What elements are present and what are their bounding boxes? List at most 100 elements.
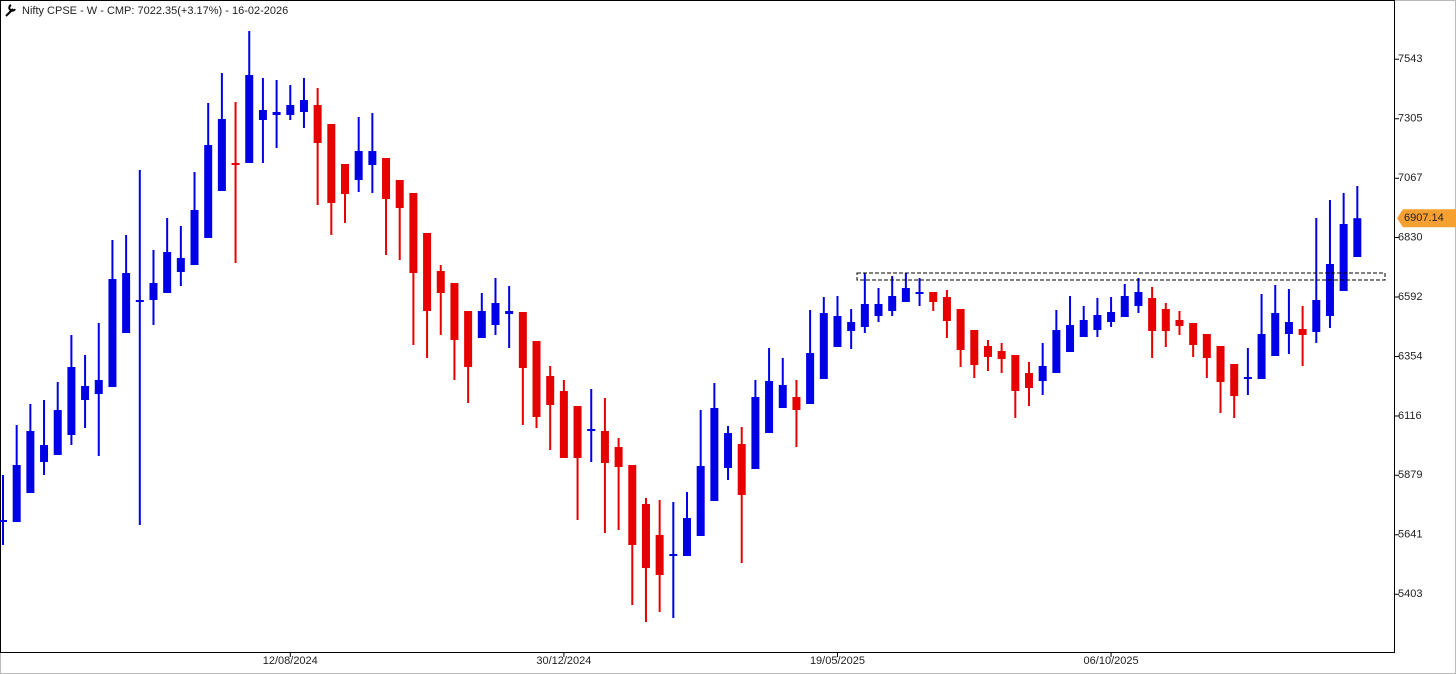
candle-body bbox=[423, 233, 432, 311]
candle-body bbox=[696, 466, 705, 536]
candle-body bbox=[737, 444, 746, 495]
candle-body bbox=[1325, 264, 1334, 316]
last-price-tag bbox=[1397, 209, 1456, 228]
candle-body bbox=[1271, 313, 1280, 356]
candle-body bbox=[217, 119, 226, 191]
candle-body bbox=[313, 105, 322, 143]
candle-body bbox=[559, 391, 568, 458]
candle-body bbox=[819, 313, 828, 379]
candle-body bbox=[108, 279, 117, 387]
candle-body bbox=[628, 465, 637, 545]
y-tick-label: 5879 bbox=[1398, 469, 1422, 481]
candle-body bbox=[546, 376, 555, 405]
candle-body bbox=[765, 381, 774, 433]
candle-body bbox=[1025, 373, 1033, 388]
y-tick-label: 6354 bbox=[1398, 350, 1422, 362]
candle-body bbox=[53, 410, 62, 455]
resistance-zone bbox=[856, 272, 1386, 281]
candle-body bbox=[163, 252, 172, 293]
candle-body bbox=[1079, 320, 1088, 337]
candle-body bbox=[669, 554, 678, 556]
candle-body bbox=[12, 465, 21, 522]
y-tick-label: 7067 bbox=[1398, 172, 1422, 184]
candle-body bbox=[286, 105, 295, 115]
chart-title: Nifty CPSE - W - CMP: 7022.35(+3.17%) - … bbox=[22, 5, 288, 17]
candle-body bbox=[1243, 377, 1252, 379]
candle-body bbox=[505, 311, 514, 314]
candle-body bbox=[833, 316, 842, 347]
candle-body bbox=[614, 447, 623, 467]
candle-body bbox=[491, 303, 500, 325]
candle-body bbox=[1284, 322, 1293, 334]
candle-body bbox=[354, 151, 363, 180]
candle-body bbox=[327, 124, 336, 203]
candle-body bbox=[983, 346, 992, 357]
candle-body bbox=[655, 535, 664, 575]
candle-body bbox=[477, 311, 486, 338]
candle-body bbox=[641, 504, 650, 568]
candle-body bbox=[1107, 312, 1116, 322]
candle-body bbox=[518, 312, 527, 368]
candle-body bbox=[1230, 364, 1239, 396]
candle-body bbox=[915, 292, 924, 294]
candle-body bbox=[1175, 320, 1184, 326]
candle-body bbox=[860, 304, 869, 327]
y-tick-label: 5403 bbox=[1398, 588, 1422, 600]
candle-body bbox=[929, 292, 938, 302]
candle-body bbox=[1257, 334, 1266, 379]
candle-body bbox=[395, 180, 404, 208]
candle-body bbox=[94, 380, 103, 394]
candle-body bbox=[26, 431, 35, 493]
candle-body bbox=[573, 406, 582, 458]
candle-body bbox=[956, 309, 965, 350]
candle-body bbox=[450, 283, 459, 340]
candle-body bbox=[40, 445, 49, 462]
candle-body bbox=[341, 164, 349, 194]
candle-body bbox=[1120, 296, 1129, 317]
y-tick-label: 5641 bbox=[1398, 529, 1422, 541]
y-tick-label: 7543 bbox=[1398, 53, 1422, 65]
candle-body bbox=[409, 193, 418, 273]
candle-body bbox=[751, 397, 760, 469]
candle-body bbox=[587, 429, 596, 431]
x-tick-label: 30/12/2024 bbox=[536, 655, 591, 667]
y-tick-label: 6830 bbox=[1398, 231, 1422, 243]
candle-body bbox=[67, 367, 76, 435]
candle-body bbox=[778, 385, 787, 408]
candle-body bbox=[1298, 329, 1307, 335]
candle-body bbox=[1353, 218, 1362, 257]
y-tick-label: 6592 bbox=[1398, 291, 1422, 303]
last-price-label: 6907.14 bbox=[1404, 212, 1444, 224]
candle-body bbox=[149, 283, 158, 300]
candle-body bbox=[436, 271, 445, 293]
candle-body bbox=[942, 297, 951, 321]
candle-body bbox=[245, 75, 254, 163]
candle-body bbox=[874, 304, 883, 316]
candle-body bbox=[176, 258, 185, 272]
candle-body bbox=[81, 386, 90, 400]
candle-body bbox=[190, 210, 199, 265]
candle-body bbox=[1216, 346, 1225, 382]
candle-body bbox=[1066, 325, 1075, 352]
candle-body bbox=[1312, 300, 1321, 332]
candle-body bbox=[231, 163, 240, 165]
x-tick-label: 19/05/2025 bbox=[810, 655, 865, 667]
candle-body bbox=[847, 322, 856, 331]
candle-body bbox=[1161, 309, 1170, 331]
candle-body bbox=[1052, 330, 1061, 373]
candle-body bbox=[135, 300, 144, 302]
wrench-icon bbox=[5, 4, 16, 17]
candle-body bbox=[1134, 292, 1143, 306]
candle-body bbox=[1011, 355, 1020, 391]
candle-body bbox=[901, 288, 910, 302]
candle-body bbox=[1148, 298, 1157, 331]
y-tick-label: 7305 bbox=[1398, 113, 1422, 125]
candle-body bbox=[368, 151, 377, 165]
candle-body bbox=[204, 145, 213, 238]
candle-body bbox=[258, 110, 267, 120]
candle-body bbox=[997, 351, 1006, 359]
candle-body bbox=[382, 158, 391, 199]
candle-body bbox=[600, 431, 609, 463]
x-tick-label: 12/08/2024 bbox=[263, 655, 318, 667]
